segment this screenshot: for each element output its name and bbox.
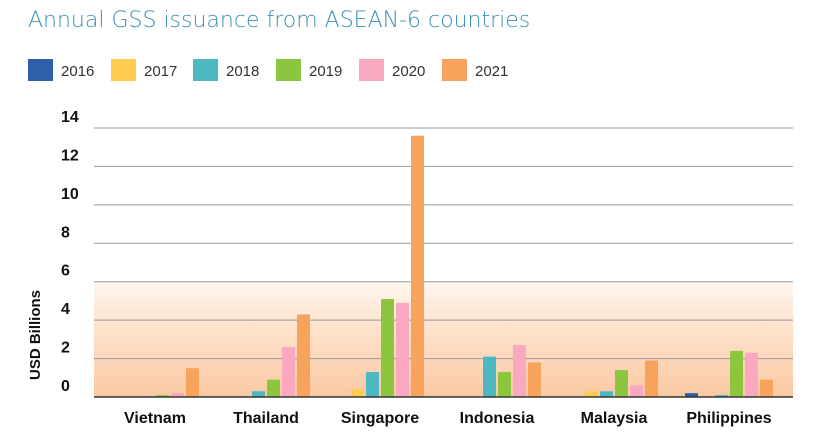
bar-thailand-2019	[267, 379, 280, 397]
legend-swatch-2016	[28, 59, 53, 81]
bar-vietnam-2020	[171, 393, 184, 397]
legend-label-2021: 2021	[475, 63, 508, 80]
bar-malaysia-2017	[585, 391, 598, 397]
y-tick-6: 6	[61, 263, 70, 280]
bar-malaysia-2019	[615, 370, 628, 397]
y-tick-4: 4	[61, 301, 70, 318]
category-label-indonesia: Indonesia	[460, 410, 535, 427]
bar-malaysia-2018	[600, 391, 613, 397]
plot-band	[94, 282, 793, 397]
x-axis-categories: Vietnam Thailand Singapore Indonesia Malaysi…	[124, 410, 772, 427]
category-label-vietnam: Vietnam	[124, 410, 186, 427]
legend-label-2020: 2020	[392, 63, 425, 80]
y-tick-2: 2	[61, 340, 70, 357]
bar-thailand-2020	[282, 347, 295, 397]
bar-singapore-2018	[366, 372, 379, 397]
bars	[156, 135, 773, 397]
category-label-malaysia: Malaysia	[581, 410, 648, 427]
bar-indonesia-2021	[528, 362, 541, 397]
bar-thailand-2018	[252, 391, 265, 397]
legend-label-2019: 2019	[309, 63, 342, 80]
legend-swatch-2021	[442, 59, 467, 81]
bar-vietnam-2019	[156, 395, 169, 397]
legend-swatch-2019	[276, 59, 301, 81]
bar-singapore-2021	[411, 135, 424, 397]
bar-singapore-2017	[351, 389, 364, 397]
chart-title: Annual GSS issuance from ASEAN-6 countri…	[28, 8, 530, 33]
bar-philippines-2018	[715, 395, 728, 397]
bar-indonesia-2020	[513, 345, 526, 397]
gridlines	[94, 127, 793, 360]
legend-label-2017: 2017	[144, 63, 177, 80]
legend-label-2018: 2018	[226, 63, 259, 80]
bar-indonesia-2018	[483, 356, 496, 397]
bar-philippines-2016	[685, 393, 698, 397]
y-axis-label: USD Billions	[27, 290, 44, 380]
category-label-thailand: Thailand	[233, 410, 299, 427]
bar-malaysia-2020	[630, 385, 643, 397]
plot-background	[94, 282, 793, 397]
bar-philippines-2020	[745, 352, 758, 397]
category-label-singapore: Singapore	[341, 410, 419, 427]
legend-swatch-2018	[193, 59, 218, 81]
bar-singapore-2019	[381, 299, 394, 397]
bar-singapore-2020	[396, 302, 409, 397]
legend-swatch-2020	[359, 59, 384, 81]
y-tick-14: 14	[61, 109, 79, 126]
y-tick-0: 0	[61, 378, 70, 395]
legend-label-2016: 2016	[61, 63, 94, 80]
bar-vietnam-2021	[186, 368, 199, 397]
category-label-philippines: Philippines	[686, 410, 771, 427]
bar-thailand-2021	[297, 314, 310, 397]
y-tick-10: 10	[61, 186, 79, 203]
legend-swatch-2017	[111, 59, 136, 81]
legend: 2016 2017 2018 2019 2020 2021	[28, 59, 508, 81]
bar-malaysia-2021	[645, 360, 658, 397]
y-axis-ticks: 0 2 4 6 8 10 12 14	[61, 109, 79, 395]
bar-philippines-2019	[730, 350, 743, 397]
bar-philippines-2021	[760, 379, 773, 397]
y-tick-8: 8	[61, 224, 70, 241]
y-tick-12: 12	[61, 147, 79, 164]
bar-indonesia-2019	[498, 372, 511, 397]
